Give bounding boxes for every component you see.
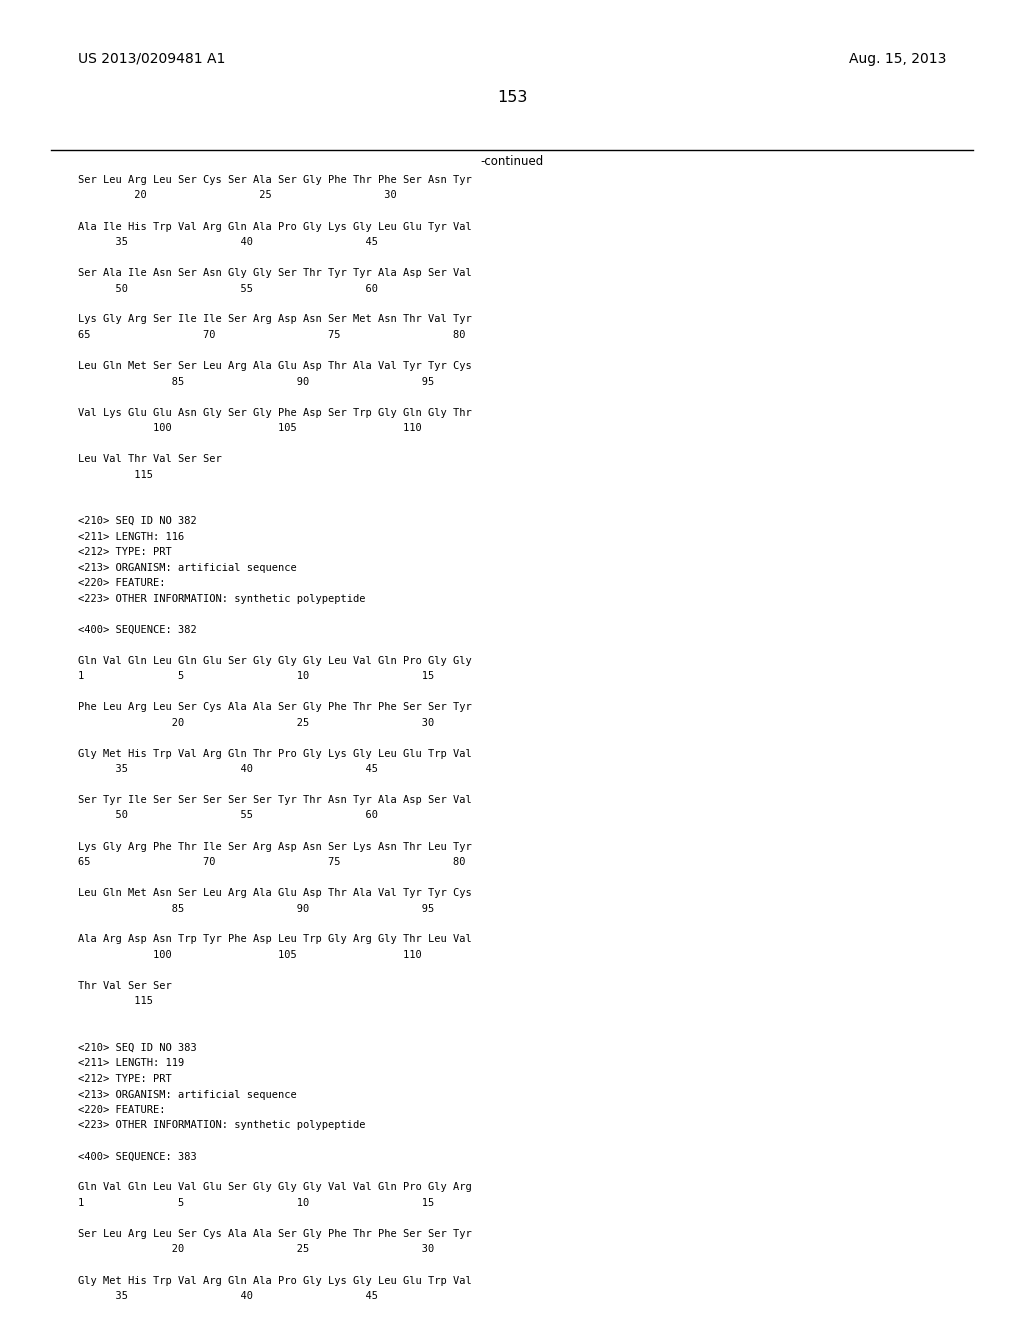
Text: Ser Tyr Ile Ser Ser Ser Ser Ser Tyr Thr Asn Tyr Ala Asp Ser Val: Ser Tyr Ile Ser Ser Ser Ser Ser Tyr Thr …	[78, 795, 472, 805]
Text: Gln Val Gln Leu Val Glu Ser Gly Gly Gly Val Val Gln Pro Gly Arg: Gln Val Gln Leu Val Glu Ser Gly Gly Gly …	[78, 1183, 472, 1192]
Text: 1               5                  10                  15: 1 5 10 15	[78, 671, 434, 681]
Text: Leu Val Thr Val Ser Ser: Leu Val Thr Val Ser Ser	[78, 454, 222, 465]
Text: <220> FEATURE:: <220> FEATURE:	[78, 578, 166, 587]
Text: Ala Ile His Trp Val Arg Gln Ala Pro Gly Lys Gly Leu Glu Tyr Val: Ala Ile His Trp Val Arg Gln Ala Pro Gly …	[78, 222, 472, 231]
Text: 115: 115	[78, 470, 153, 479]
Text: Gln Val Gln Leu Gln Glu Ser Gly Gly Gly Leu Val Gln Pro Gly Gly: Gln Val Gln Leu Gln Glu Ser Gly Gly Gly …	[78, 656, 472, 665]
Text: 20                  25                  30: 20 25 30	[78, 718, 434, 727]
Text: Lys Gly Arg Ser Ile Ile Ser Arg Asp Asn Ser Met Asn Thr Val Tyr: Lys Gly Arg Ser Ile Ile Ser Arg Asp Asn …	[78, 314, 472, 325]
Text: 50                  55                  60: 50 55 60	[78, 284, 378, 293]
Text: 35                  40                  45: 35 40 45	[78, 764, 378, 774]
Text: <211> LENGTH: 119: <211> LENGTH: 119	[78, 1059, 184, 1068]
Text: <213> ORGANISM: artificial sequence: <213> ORGANISM: artificial sequence	[78, 1089, 297, 1100]
Text: Ser Leu Arg Leu Ser Cys Ser Ala Ser Gly Phe Thr Phe Ser Asn Tyr: Ser Leu Arg Leu Ser Cys Ser Ala Ser Gly …	[78, 176, 472, 185]
Text: Ser Leu Arg Leu Ser Cys Ala Ala Ser Gly Phe Thr Phe Ser Ser Tyr: Ser Leu Arg Leu Ser Cys Ala Ala Ser Gly …	[78, 1229, 472, 1239]
Text: <400> SEQUENCE: 382: <400> SEQUENCE: 382	[78, 624, 197, 635]
Text: <223> OTHER INFORMATION: synthetic polypeptide: <223> OTHER INFORMATION: synthetic polyp…	[78, 594, 366, 603]
Text: 20                  25                  30: 20 25 30	[78, 1245, 434, 1254]
Text: <212> TYPE: PRT: <212> TYPE: PRT	[78, 1074, 172, 1084]
Text: 85                  90                  95: 85 90 95	[78, 376, 434, 387]
Text: <223> OTHER INFORMATION: synthetic polypeptide: <223> OTHER INFORMATION: synthetic polyp…	[78, 1121, 366, 1130]
Text: 65                  70                  75                  80: 65 70 75 80	[78, 857, 466, 867]
Text: 65                  70                  75                  80: 65 70 75 80	[78, 330, 466, 341]
Text: -continued: -continued	[480, 154, 544, 168]
Text: Leu Gln Met Asn Ser Leu Arg Ala Glu Asp Thr Ala Val Tyr Tyr Cys: Leu Gln Met Asn Ser Leu Arg Ala Glu Asp …	[78, 888, 472, 898]
Text: 85                  90                  95: 85 90 95	[78, 903, 434, 913]
Text: <210> SEQ ID NO 383: <210> SEQ ID NO 383	[78, 1043, 197, 1053]
Text: Gly Met His Trp Val Arg Gln Thr Pro Gly Lys Gly Leu Glu Trp Val: Gly Met His Trp Val Arg Gln Thr Pro Gly …	[78, 748, 472, 759]
Text: 115: 115	[78, 997, 153, 1007]
Text: 50                  55                  60: 50 55 60	[78, 810, 378, 821]
Text: Phe Leu Arg Leu Ser Cys Ala Ala Ser Gly Phe Thr Phe Ser Ser Tyr: Phe Leu Arg Leu Ser Cys Ala Ala Ser Gly …	[78, 702, 472, 711]
Text: <210> SEQ ID NO 382: <210> SEQ ID NO 382	[78, 516, 197, 525]
Text: Ser Ala Ile Asn Ser Asn Gly Gly Ser Thr Tyr Tyr Ala Asp Ser Val: Ser Ala Ile Asn Ser Asn Gly Gly Ser Thr …	[78, 268, 472, 279]
Text: <220> FEATURE:: <220> FEATURE:	[78, 1105, 166, 1115]
Text: Aug. 15, 2013: Aug. 15, 2013	[849, 51, 946, 66]
Text: US 2013/0209481 A1: US 2013/0209481 A1	[78, 51, 225, 66]
Text: 100                 105                 110: 100 105 110	[78, 950, 422, 960]
Text: 100                 105                 110: 100 105 110	[78, 422, 422, 433]
Text: 20                  25                  30: 20 25 30	[78, 190, 396, 201]
Text: Gly Met His Trp Val Arg Gln Ala Pro Gly Lys Gly Leu Glu Trp Val: Gly Met His Trp Val Arg Gln Ala Pro Gly …	[78, 1275, 472, 1286]
Text: Ala Arg Asp Asn Trp Tyr Phe Asp Leu Trp Gly Arg Gly Thr Leu Val: Ala Arg Asp Asn Trp Tyr Phe Asp Leu Trp …	[78, 935, 472, 945]
Text: <213> ORGANISM: artificial sequence: <213> ORGANISM: artificial sequence	[78, 562, 297, 573]
Text: 1               5                  10                  15: 1 5 10 15	[78, 1199, 434, 1208]
Text: 35                  40                  45: 35 40 45	[78, 1291, 378, 1302]
Text: <400> SEQUENCE: 383: <400> SEQUENCE: 383	[78, 1151, 197, 1162]
Text: Lys Gly Arg Phe Thr Ile Ser Arg Asp Asn Ser Lys Asn Thr Leu Tyr: Lys Gly Arg Phe Thr Ile Ser Arg Asp Asn …	[78, 842, 472, 851]
Text: 35                  40                  45: 35 40 45	[78, 238, 378, 247]
Text: <212> TYPE: PRT: <212> TYPE: PRT	[78, 546, 172, 557]
Text: Leu Gln Met Ser Ser Leu Arg Ala Glu Asp Thr Ala Val Tyr Tyr Cys: Leu Gln Met Ser Ser Leu Arg Ala Glu Asp …	[78, 360, 472, 371]
Text: Thr Val Ser Ser: Thr Val Ser Ser	[78, 981, 172, 991]
Text: <211> LENGTH: 116: <211> LENGTH: 116	[78, 532, 184, 541]
Text: Val Lys Glu Glu Asn Gly Ser Gly Phe Asp Ser Trp Gly Gln Gly Thr: Val Lys Glu Glu Asn Gly Ser Gly Phe Asp …	[78, 408, 472, 417]
Text: 153: 153	[497, 90, 527, 106]
